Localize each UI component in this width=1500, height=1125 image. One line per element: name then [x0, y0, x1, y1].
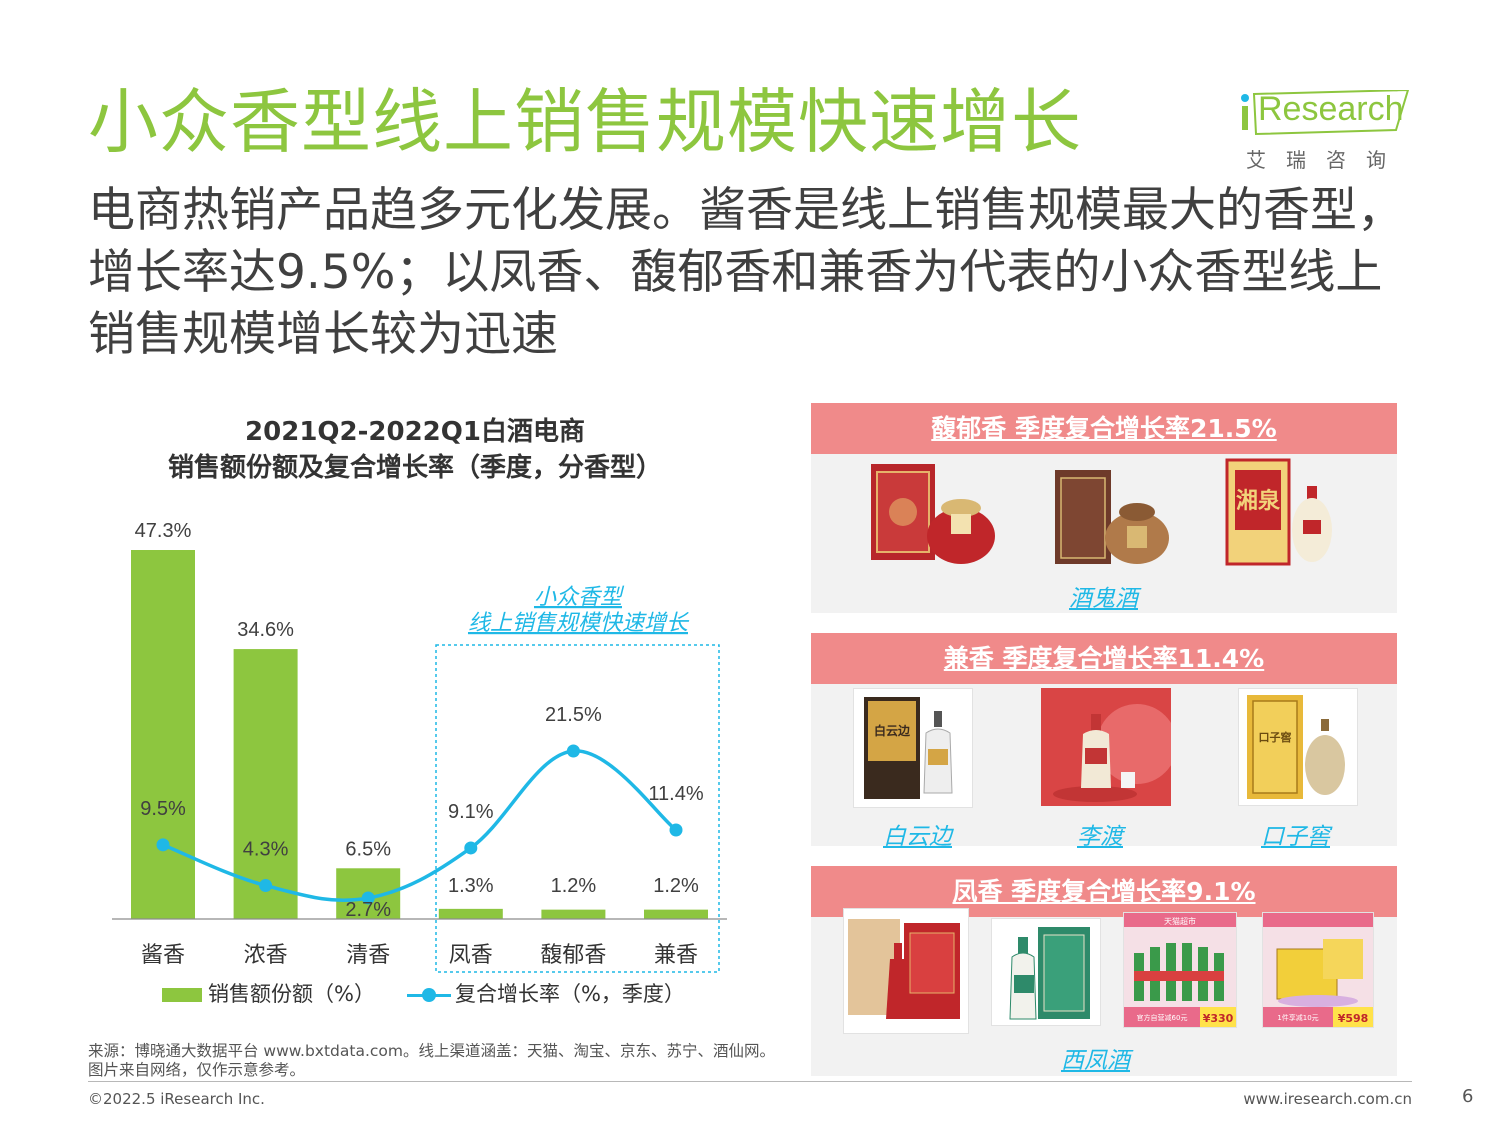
legend-line-label: 复合增长率（%，季度） — [454, 982, 685, 1006]
page-number: 6 — [1462, 1086, 1474, 1107]
logo-swoosh-icon — [1241, 88, 1410, 136]
panel-jianxiang: 兼香 季度复合增长率11.4% 白云边 口子窖 — [811, 633, 1397, 850]
x-tick-4: 馥郁香 — [540, 942, 606, 967]
chart-area: 小众香型线上销售规模快速增长 47.3% 酱香 34.6% 浓香 6.5% 清香 1.3% 凤香… — [112, 520, 727, 973]
growth-point-4 — [566, 744, 580, 758]
annotation-box — [435, 644, 720, 973]
legend-bar-label: 销售额份额（%） — [208, 982, 375, 1006]
bar-label-2: 6.5% — [345, 838, 391, 860]
chart-title: 2021Q2-2022Q1白酒电商 销售额份额及复合增长率（季度，分香型） — [120, 414, 710, 486]
product-image-xiangquan: 湘泉 — [1223, 456, 1345, 568]
page-title: 小众香型线上销售规模快速增长 — [88, 81, 1082, 163]
footer-divider — [88, 1081, 1412, 1082]
brand-lidu[interactable]: 李渡 — [1077, 824, 1123, 850]
product-image-xifengjiu-2 — [991, 918, 1101, 1026]
logo-tagline: 艾瑞咨询 — [1246, 148, 1406, 172]
bar-4 — [541, 909, 606, 919]
website-url[interactable]: www.iresearch.com.cn — [1243, 1090, 1412, 1108]
bar-3 — [438, 908, 503, 919]
logo-brand-text: Research — [1258, 90, 1404, 128]
annotation-text-line2: 线上销售规模快速增长 — [468, 610, 690, 635]
panel-fuyu-header: 馥郁香 季度复合增长率21.5% — [811, 403, 1397, 454]
logo-mark: Research — [1236, 88, 1411, 136]
growth-label-3: 9.1% — [448, 801, 494, 823]
bar-label-3: 1.3% — [448, 875, 494, 897]
growth-point-0 — [156, 838, 170, 852]
x-tick-1: 浓香 — [244, 942, 288, 967]
kouzijiao-label: 口子窖 — [1259, 730, 1292, 744]
bar-5 — [644, 909, 708, 919]
product-image-jiuguijiu-1 — [863, 456, 1009, 568]
growth-label-0: 9.5% — [140, 798, 186, 820]
product-image-kouzijiao: 口子窖 — [1238, 688, 1358, 806]
source-line-2: 图片来自网络，仅作示意参考。 — [88, 1061, 306, 1079]
iresearch-logo: Research 艾瑞咨询 — [1236, 88, 1436, 174]
product-image-xifengjiu-1 — [843, 908, 969, 1034]
growth-point-2 — [361, 891, 375, 905]
source-line-1: 来源：博晓通大数据平台 www.bxtdata.com。线上渠道涵盖：天猫、淘宝… — [88, 1042, 775, 1060]
brand-baiyunbian[interactable]: 白云边 — [883, 824, 952, 850]
promo2-bottom-tag: 1件享减10元 — [1277, 1013, 1318, 1022]
brand-jiuguijiu[interactable]: 酒鬼酒 — [1069, 586, 1138, 612]
product-image-baiyunbian: 白云边 — [853, 688, 973, 808]
chart-title-line1: 2021Q2-2022Q1白酒电商 — [245, 417, 585, 447]
chart-title-line2: 销售额份额及复合增长率（季度，分香型） — [167, 453, 662, 483]
bar-label-0: 47.3% — [135, 520, 192, 542]
x-tick-5: 兼香 — [654, 942, 698, 967]
bar-label-1: 34.6% — [237, 619, 294, 641]
product-image-lidu — [1041, 688, 1171, 806]
bar-0 — [131, 550, 195, 919]
growth-line — [162, 749, 678, 902]
panel-fuyu: 馥郁香 季度复合增长率21.5% 湘泉 酒鬼酒 — [811, 403, 1397, 613]
x-tick-3: 凤香 — [449, 942, 493, 967]
bar-label-5: 1.2% — [653, 875, 699, 897]
promo1-bottom-tag: 官方自营减60元 — [1137, 1013, 1188, 1022]
brand-kouzijiao[interactable]: 口子窖 — [1261, 824, 1330, 850]
x-tick-2: 清香 — [346, 942, 390, 967]
source-note: 来源：博晓通大数据平台 www.bxtdata.com。线上渠道涵盖：天猫、淘宝… — [88, 1042, 775, 1080]
promo1-top-tag: 天猫超市 — [1164, 916, 1196, 926]
panel-jianxiang-header: 兼香 季度复合增长率11.4% — [811, 633, 1397, 684]
growth-label-2: 2.7% — [345, 899, 391, 921]
bar-label-4: 1.2% — [551, 875, 597, 897]
chart-legend: 销售额份额（%） 复合增长率（%，季度） — [162, 978, 685, 1008]
baiyunbian-label: 白云边 — [874, 723, 911, 738]
brand-xifengjiu[interactable]: 西凤酒 — [1061, 1048, 1130, 1074]
growth-point-5 — [669, 823, 683, 837]
growth-label-5: 11.4% — [648, 783, 703, 805]
page-subtitle: 电商热销产品趋多元化发展。酱香是线上销售规模最大的香型，增长率达9.5%；以凤香… — [88, 183, 1404, 362]
growth-label-1: 4.3% — [243, 838, 289, 860]
growth-point-3 — [464, 841, 478, 855]
xiangquan-label: 湘泉 — [1236, 488, 1281, 514]
x-tick-0: 酱香 — [141, 942, 185, 967]
growth-point-1 — [259, 878, 273, 892]
panel-fengxiang: 凤香 季度复合增长率9.1% 天猫超市 — [811, 866, 1397, 1076]
product-image-xifengjiu-promo-1: 天猫超市 官方自营减60元 ¥330 — [1123, 912, 1237, 1028]
promo2-price: ¥598 — [1338, 1012, 1369, 1025]
promo1-price: ¥330 — [1203, 1012, 1234, 1025]
product-image-xifengjiu-promo-2: 1件享减10元 ¥598 — [1262, 912, 1374, 1028]
legend-line-swatch — [406, 988, 451, 1002]
legend-bar-swatch — [162, 988, 202, 1002]
product-image-jiuguijiu-2 — [1053, 456, 1179, 568]
copyright: ©2022.5 iResearch Inc. — [88, 1090, 265, 1108]
annotation-text-line1: 小众香型 — [534, 584, 625, 609]
bar-1 — [233, 649, 298, 919]
growth-label-4: 21.5% — [545, 704, 602, 726]
